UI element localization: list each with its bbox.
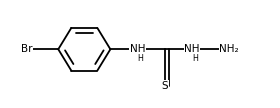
Text: NH: NH [130,44,145,54]
Text: H: H [137,54,143,64]
Text: H: H [192,54,198,64]
Text: NH: NH [184,44,200,54]
Text: Br: Br [21,44,32,54]
Text: S: S [162,81,168,91]
Text: NH₂: NH₂ [219,44,239,54]
